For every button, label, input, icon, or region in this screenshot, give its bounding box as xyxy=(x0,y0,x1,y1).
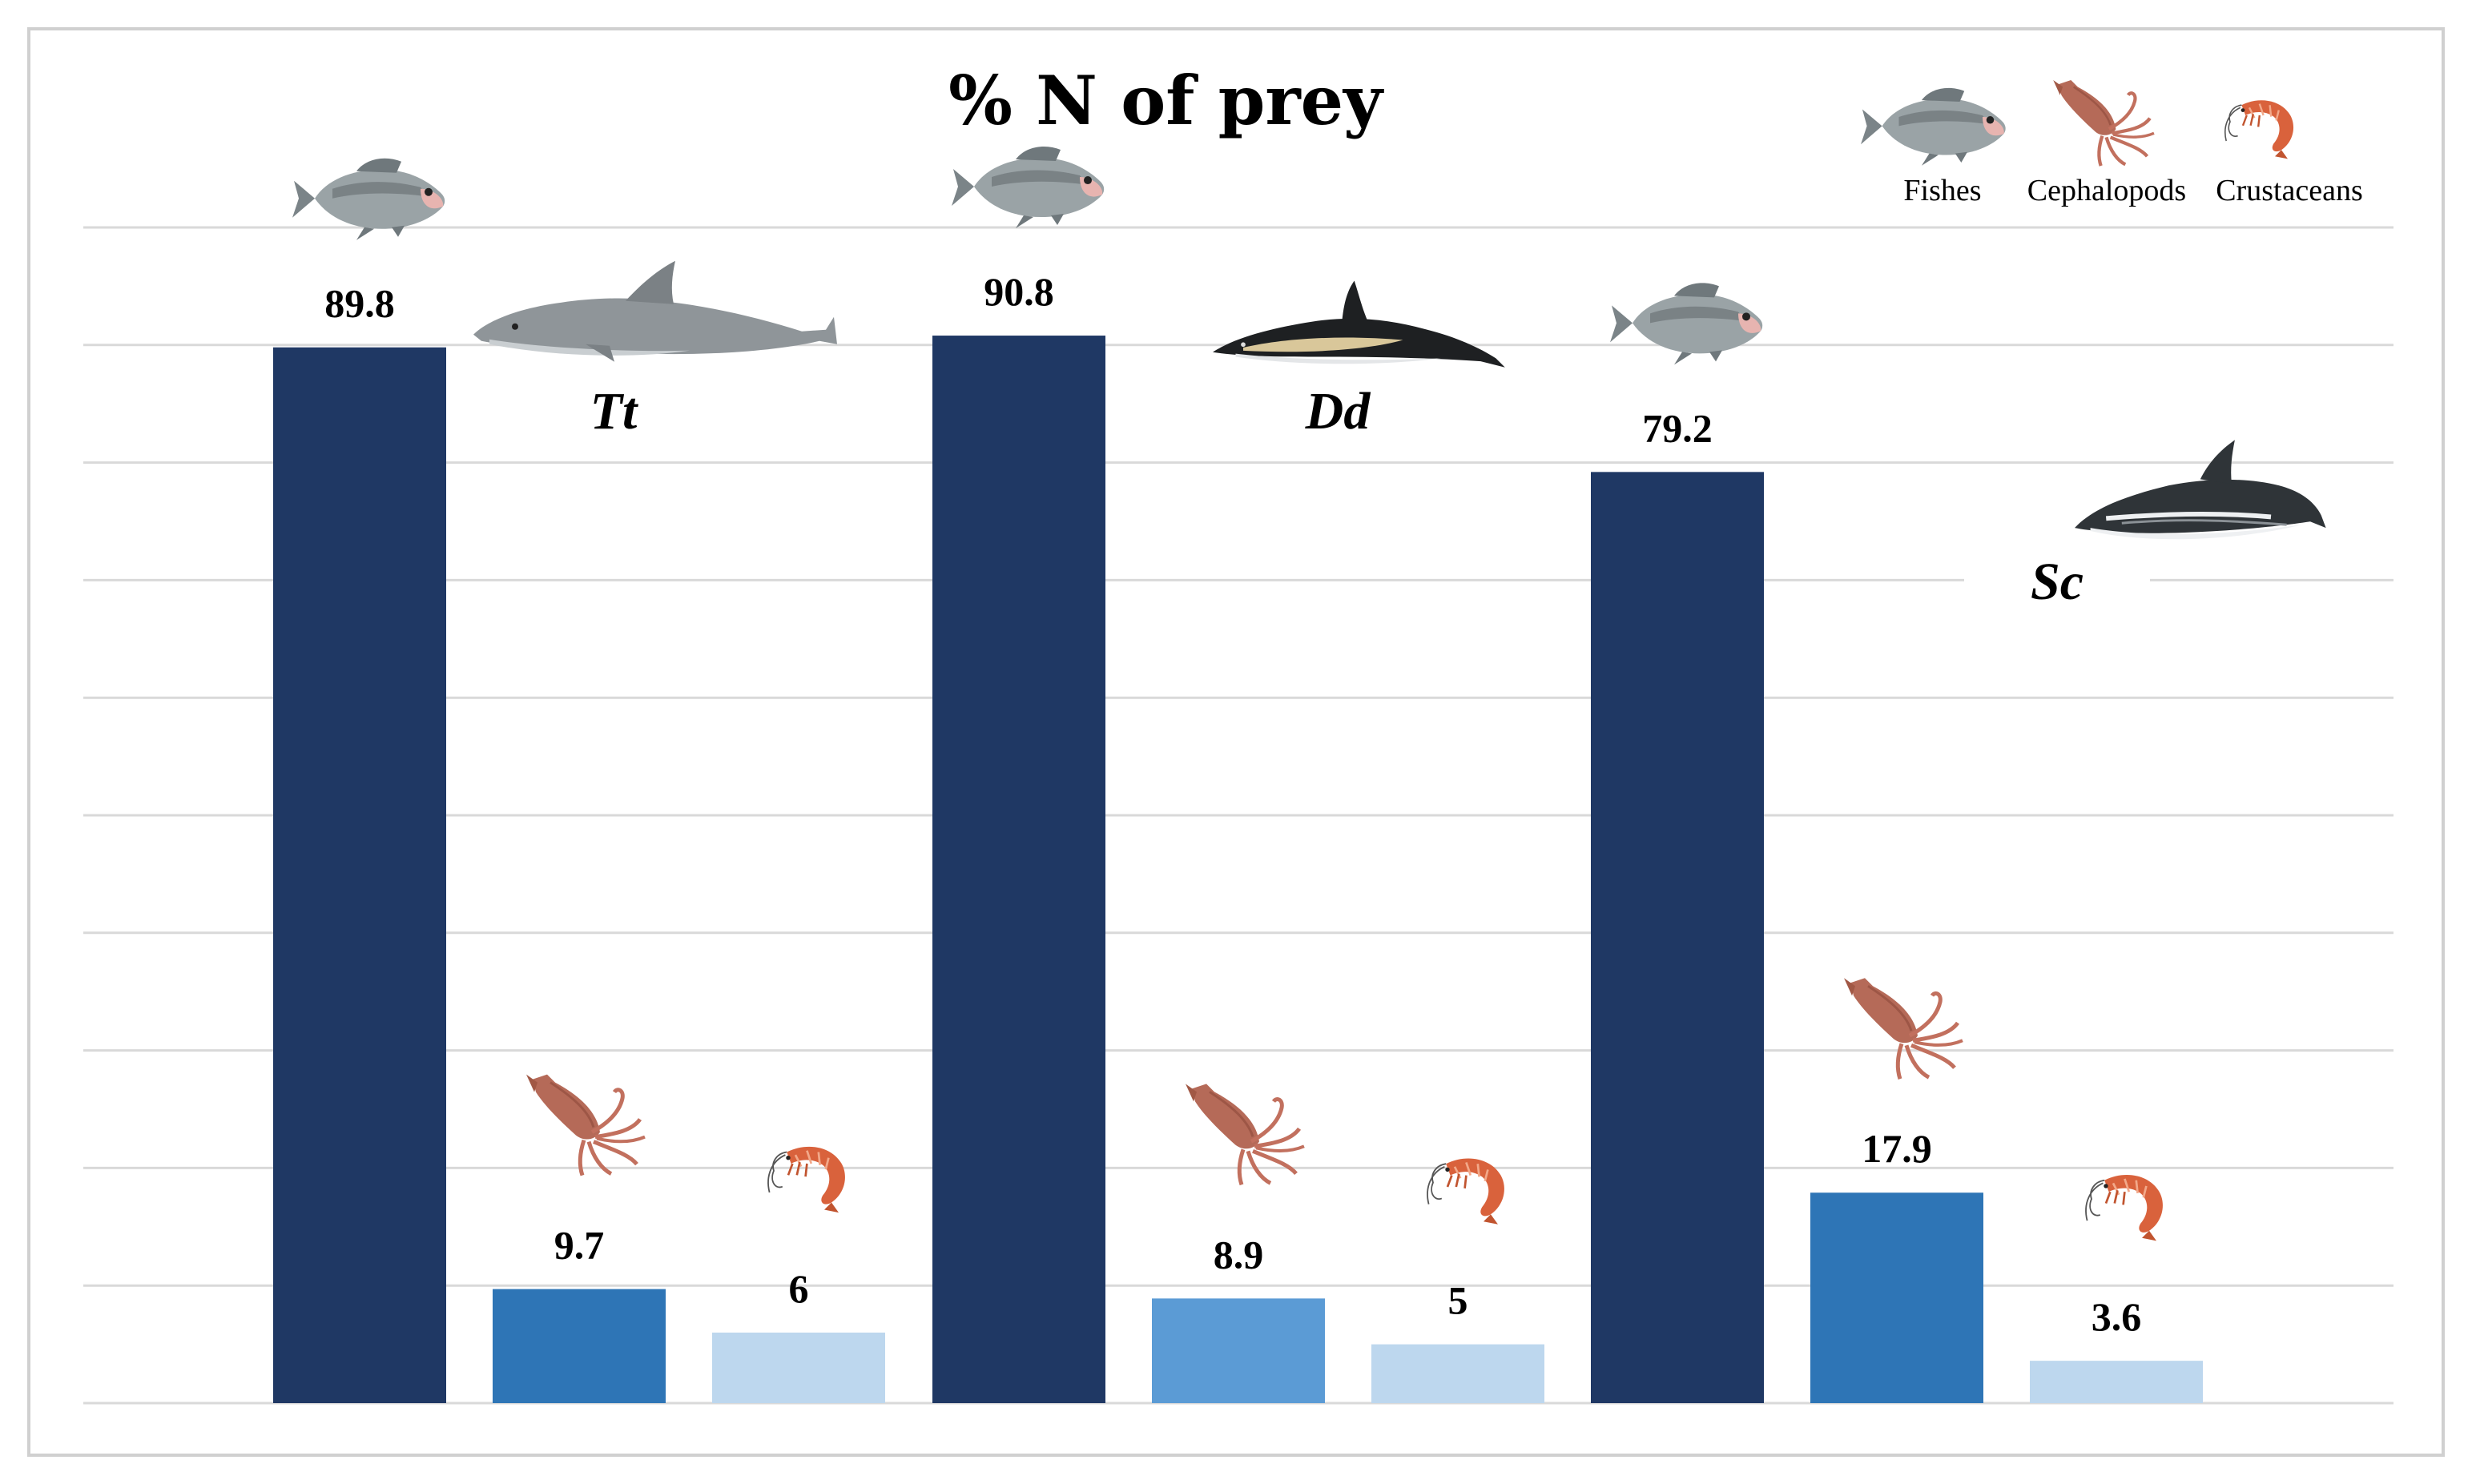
label-Dd-fishes: 90.8 xyxy=(984,269,1054,314)
legend-label-crustaceans: Crustaceans xyxy=(2216,174,2363,207)
label-Tt-fishes: 89.8 xyxy=(324,281,395,326)
label-Dd-cephalopods: 8.9 xyxy=(1214,1232,1264,1277)
bar-Sc-cephalopods xyxy=(1810,1192,1983,1403)
bar-Tt-fishes xyxy=(273,347,446,1404)
species-label-bg-Sc xyxy=(1964,556,2150,615)
bar-Tt-crustaceans xyxy=(712,1332,885,1403)
squid-icon-Tt xyxy=(526,1075,645,1176)
species-label-Dd: Dd xyxy=(1305,382,1371,440)
bar-Dd-fishes xyxy=(932,336,1105,1403)
legend: Fishes Cephalopods Crustaceans xyxy=(1842,64,2395,224)
label-Tt-crustaceans: 6 xyxy=(789,1266,809,1311)
bar-Dd-crustaceans xyxy=(1371,1344,1544,1403)
label-Sc-fishes: 79.2 xyxy=(1642,405,1713,450)
species-label-Tt: Tt xyxy=(590,382,638,440)
label-Sc-cephalopods: 17.9 xyxy=(1862,1126,1932,1171)
bar-Sc-fishes xyxy=(1591,472,1764,1403)
chart-title: % N of prey xyxy=(948,61,1384,140)
label-Tt-cephalopods: 9.7 xyxy=(554,1223,605,1268)
species-icons: Tt Dd Sc xyxy=(473,260,2326,615)
squid-icon-Sc xyxy=(1844,978,1963,1079)
fish-icon-Dd xyxy=(952,147,1105,229)
bar-Dd-cephalopods xyxy=(1152,1298,1325,1403)
data-labels: 89.8 9.7 6 90.8 8.9 5 79.2 17.9 3.6 xyxy=(292,147,2164,1339)
bar-Sc-crustaceans xyxy=(2030,1361,2203,1403)
species-label-Sc: Sc xyxy=(2031,553,2083,611)
label-Sc-crustaceans: 3.6 xyxy=(2092,1294,2142,1339)
shrimp-icon-Tt xyxy=(767,1145,847,1214)
legend-label-cephalopods: Cephalopods xyxy=(2027,174,2186,207)
common-dolphin-icon xyxy=(1213,280,1505,368)
bars xyxy=(273,336,2203,1404)
bottlenose-dolphin-icon xyxy=(473,260,837,362)
striped-dolphin-icon xyxy=(2075,440,2326,539)
squid-icon-Dd xyxy=(1186,1084,1304,1184)
label-Dd-crustaceans: 5 xyxy=(1448,1278,1468,1323)
species-label-bg-Dd xyxy=(1245,385,1431,444)
species-label-bg-Tt xyxy=(521,385,707,444)
bar-Tt-cephalopods xyxy=(493,1289,666,1403)
shrimp-icon-Sc xyxy=(2084,1173,2164,1242)
legend-label-fishes: Fishes xyxy=(1903,174,1981,207)
fish-icon-Sc xyxy=(1610,283,1763,365)
